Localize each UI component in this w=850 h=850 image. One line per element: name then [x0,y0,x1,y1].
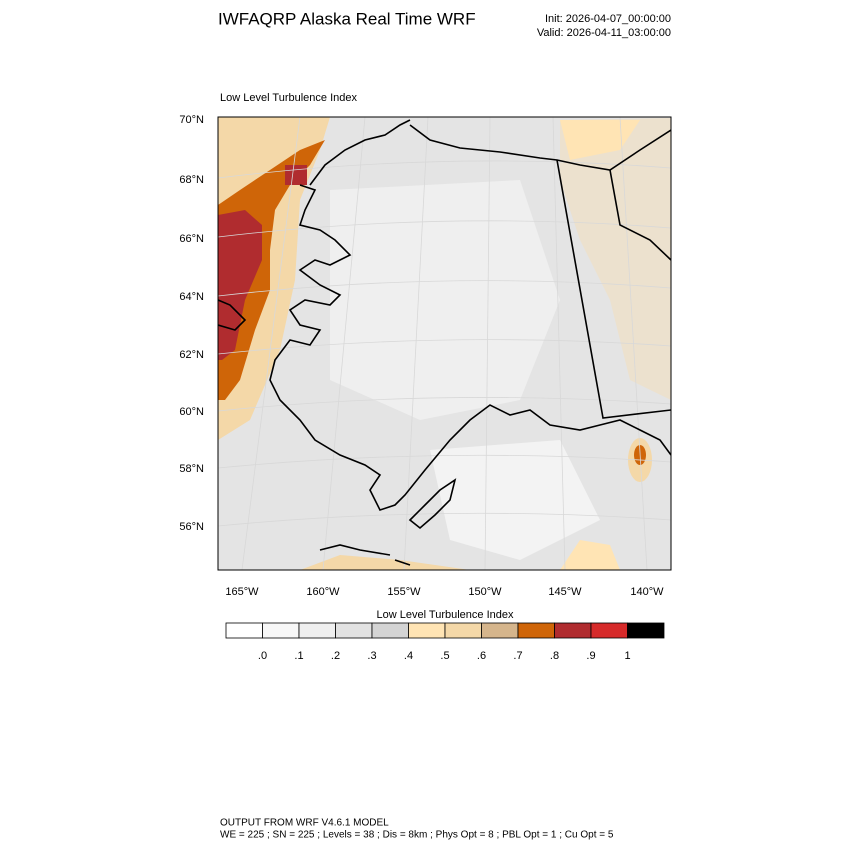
coastline [319,544,411,566]
field-light [430,440,600,560]
colorbar-box [408,622,446,639]
colorbar-box [262,622,300,639]
field-red [285,165,307,185]
colorbar-box [444,622,482,639]
colorbar-box [371,622,409,639]
lon-label: 155°W [387,586,421,598]
lat-label: 66°N [179,233,204,245]
map [217,116,672,571]
field-beige [560,540,620,570]
coastline [269,119,671,511]
field-beige [300,555,470,570]
field-orange [218,140,325,400]
coastline [408,478,457,530]
field-beige [560,120,640,160]
lat-label: 70°N [179,114,204,126]
lon-label: 160°W [306,586,340,598]
lat-label: 62°N [179,349,204,361]
colorbar-box [590,622,628,639]
colorbar-label: .4 [404,650,413,662]
colorbar: .0 .1 .2 .3 .4 .5 .6 .7 .8 .9 1 [225,622,665,662]
footer-line: WE = 225 ; SN = 225 ; Levels = 38 ; Dis … [220,830,614,841]
lon-label: 165°W [225,586,259,598]
colorbar-label: .2 [331,650,340,662]
init-time: Init: 2026-04-07_00:00:00 [545,13,671,25]
map-frame [217,116,672,571]
field-light [330,180,560,420]
colorbar-box [298,622,336,639]
lon-label: 140°W [630,586,664,598]
lon-labels: 165°W 160°W 155°W 150°W 145°W 140°W [225,586,664,598]
colorbar-box [627,622,665,639]
lat-labels: 70°N 68°N 66°N 64°N 62°N 60°N 58°N 56°N [179,114,204,533]
lat-label: 60°N [179,406,204,418]
lon-label: 145°W [548,586,582,598]
coastline [218,299,247,331]
title: IWFAQRP Alaska Real Time WRF [218,9,476,28]
lon-label: 150°W [468,586,502,598]
footer-line: OUTPUT FROM WRF V4.6.1 MODEL [220,818,389,829]
colorbar-box [554,622,592,639]
lat-label: 68°N [179,174,204,186]
lat-label: 58°N [179,463,204,475]
border [556,159,671,419]
colorbar-label: .8 [550,650,559,662]
map-title: Low Level Turbulence Index [220,92,357,104]
colorbar-label: .7 [513,650,522,662]
colorbar-box [481,622,519,639]
graticule [218,117,671,570]
colorbar-box [335,622,373,639]
colorbar-label: .9 [586,650,595,662]
border [609,169,671,261]
colorbar-label: .5 [440,650,449,662]
field-beige [560,118,671,400]
colorbar-title: Low Level Turbulence Index [377,609,514,621]
valid-time: Valid: 2026-04-11_03:00:00 [537,27,671,39]
field-red [218,210,262,360]
coastline [409,124,671,171]
colorbar-label: .3 [367,650,376,662]
colorbar-label: 1 [624,650,630,662]
lat-label: 64°N [179,291,204,303]
colorbar-label: .0 [258,650,267,662]
colorbar-box [225,622,263,639]
colorbar-label: .1 [294,650,303,662]
colorbar-box [517,622,555,639]
lat-label: 56°N [179,521,204,533]
colorbar-label: .6 [477,650,486,662]
